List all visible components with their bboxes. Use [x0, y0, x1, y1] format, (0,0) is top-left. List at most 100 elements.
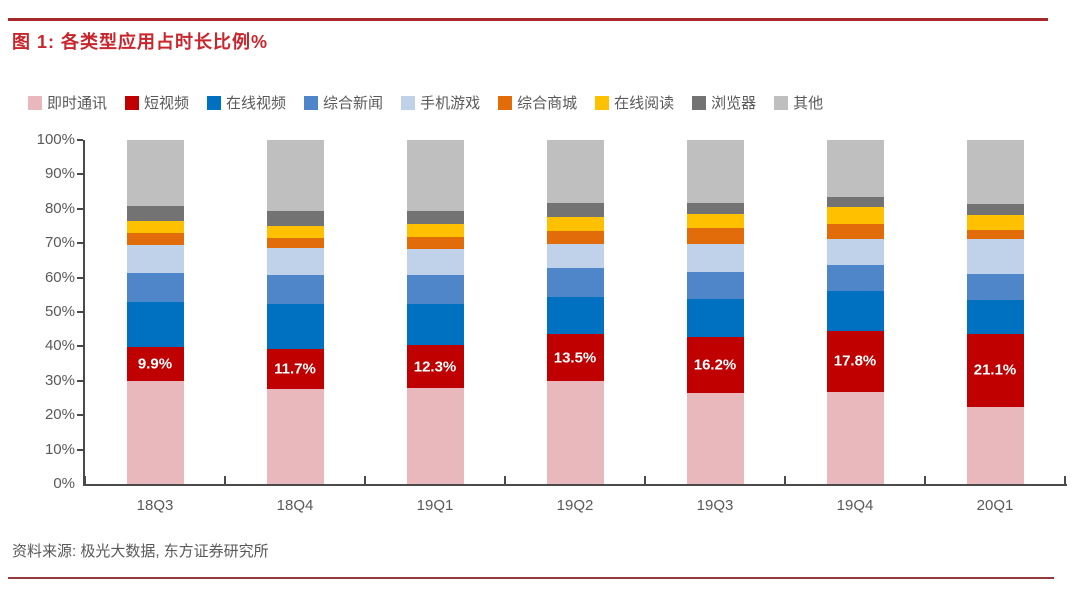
y-axis-label: 0% — [53, 475, 75, 492]
bar-segment-综合商城 — [406, 237, 464, 250]
stacked-bar-19Q2: 13.5% — [546, 140, 604, 484]
bar-column-19Q4: 17.8% — [785, 140, 925, 484]
y-axis-label: 10% — [44, 440, 75, 458]
bar-segment-手机游戏 — [126, 244, 184, 274]
bar-segment-其他 — [686, 140, 744, 203]
bar-segment-浏览器 — [266, 210, 324, 227]
bar-segment-在线视频 — [126, 302, 184, 347]
x-axis-label-18Q3: 18Q3 — [136, 497, 174, 514]
legend-label: 浏览器 — [711, 95, 757, 112]
bar-segment-浏览器 — [826, 196, 884, 207]
legend-label: 在线阅读 — [614, 95, 675, 112]
y-axis-line — [83, 140, 85, 486]
bar-column-18Q4: 11.7% — [225, 140, 365, 484]
bar-segment-综合新闻 — [546, 268, 604, 297]
legend-label: 其他 — [793, 95, 824, 112]
bar-value-label: 21.1% — [973, 361, 1017, 379]
figure-title: 图 1: 各类型应用占时长比例% — [12, 32, 269, 52]
x-axis-label-19Q2: 19Q2 — [556, 497, 594, 514]
bar-segment-综合商城 — [266, 237, 324, 249]
bar-segment-综合商城 — [126, 232, 184, 245]
bar-value-label: 17.8% — [833, 352, 877, 370]
bar-segment-即时通讯 — [826, 391, 884, 484]
bar-segment-在线视频 — [546, 296, 604, 335]
bar-segment-其他 — [266, 140, 324, 211]
legend-item-在线阅读: 在线阅读 — [595, 92, 674, 113]
y-axis-label: 100% — [36, 131, 75, 148]
y-axis-label: 30% — [44, 371, 75, 389]
bar-segment-综合新闻 — [826, 264, 884, 292]
bar-segment-其他 — [126, 140, 184, 206]
bar-segment-即时通讯 — [406, 387, 464, 484]
bar-segment-其他 — [406, 140, 464, 211]
y-axis-label: 50% — [44, 303, 75, 320]
x-axis-label-18Q4: 18Q4 — [276, 497, 314, 514]
y-axis-tick — [77, 448, 83, 451]
bar-segment-即时通讯 — [966, 406, 1024, 484]
y-axis-tick — [77, 379, 83, 382]
bar-segment-在线视频 — [406, 304, 464, 346]
bar-segment-即时通讯 — [686, 392, 744, 484]
legend-item-即时通讯: 即时通讯 — [28, 92, 107, 113]
legend-item-短视频: 短视频 — [125, 92, 189, 113]
x-axis-tick — [644, 476, 646, 484]
bar-column-19Q2: 13.5% — [505, 140, 645, 484]
bottom-divider — [8, 577, 1054, 579]
legend-swatch-icon — [595, 95, 610, 110]
top-divider — [8, 18, 1048, 21]
bar-segment-综合新闻 — [966, 273, 1024, 300]
bar-segment-其他 — [966, 140, 1024, 205]
bar-value-label: 11.7% — [274, 360, 316, 378]
bar-segment-短视频: 16.2% — [686, 337, 744, 393]
legend-item-在线视频: 在线视频 — [207, 92, 286, 113]
y-axis-label: 20% — [44, 406, 75, 424]
bar-segment-手机游戏 — [406, 249, 464, 275]
bar-segment-浏览器 — [406, 210, 464, 224]
y-axis-tick — [77, 242, 83, 245]
bar-segment-手机游戏 — [546, 244, 604, 268]
legend-item-综合商城: 综合商城 — [498, 92, 577, 113]
bar-column-18Q3: 9.9% — [85, 140, 225, 484]
bar-segment-短视频: 21.1% — [966, 334, 1024, 407]
x-axis-tick — [224, 476, 226, 484]
legend-item-手机游戏: 手机游戏 — [401, 92, 480, 113]
y-axis-label: 90% — [44, 165, 75, 183]
bar-segment-即时通讯 — [266, 389, 324, 484]
bar-segment-短视频: 11.7% — [266, 349, 324, 390]
x-axis-tick — [504, 476, 506, 484]
legend-item-综合新闻: 综合新闻 — [304, 92, 383, 113]
y-axis-tick — [77, 207, 83, 210]
bar-segment-综合新闻 — [686, 271, 744, 300]
legend-swatch-icon — [28, 95, 42, 110]
bar-segment-综合新闻 — [406, 274, 464, 305]
bar-segment-即时通讯 — [546, 380, 604, 484]
chart-legend: 即时通讯 短视频 在线视频 综合新闻 手机游戏 综合商城 在线阅读 浏览器 其他 — [28, 92, 1048, 113]
y-axis-tick — [77, 276, 83, 279]
bar-value-label: 13.5% — [553, 349, 597, 367]
stacked-bar-19Q3: 16.2% — [686, 140, 744, 484]
bar-segment-综合商城 — [966, 229, 1024, 239]
bar-segment-在线视频 — [686, 299, 744, 338]
bar-column-19Q1: 12.3% — [365, 140, 505, 484]
bar-segment-综合商城 — [546, 230, 604, 245]
y-axis-tick — [77, 345, 83, 348]
bar-segment-手机游戏 — [686, 244, 744, 272]
stacked-bar-19Q1: 12.3% — [406, 140, 464, 484]
bar-segment-在线阅读 — [266, 226, 324, 238]
legend-swatch-icon — [498, 95, 513, 110]
legend-swatch-icon — [125, 95, 140, 110]
stacked-bar-18Q3: 9.9% — [126, 140, 184, 484]
bar-column-19Q3: 16.2% — [645, 140, 785, 484]
y-axis-label: 60% — [44, 268, 75, 286]
legend-label: 综合新闻 — [323, 95, 384, 112]
bar-segment-在线阅读 — [826, 206, 884, 225]
y-axis-label: 70% — [44, 234, 75, 252]
legend-swatch-icon — [692, 95, 707, 110]
legend-swatch-icon — [207, 95, 222, 110]
y-axis-tick — [77, 311, 83, 313]
legend-swatch-icon — [304, 95, 319, 110]
stacked-bar-19Q4: 17.8% — [826, 140, 884, 484]
x-axis-tick — [1064, 476, 1066, 484]
bar-segment-综合商城 — [826, 224, 884, 240]
bar-segment-在线阅读 — [546, 216, 604, 231]
